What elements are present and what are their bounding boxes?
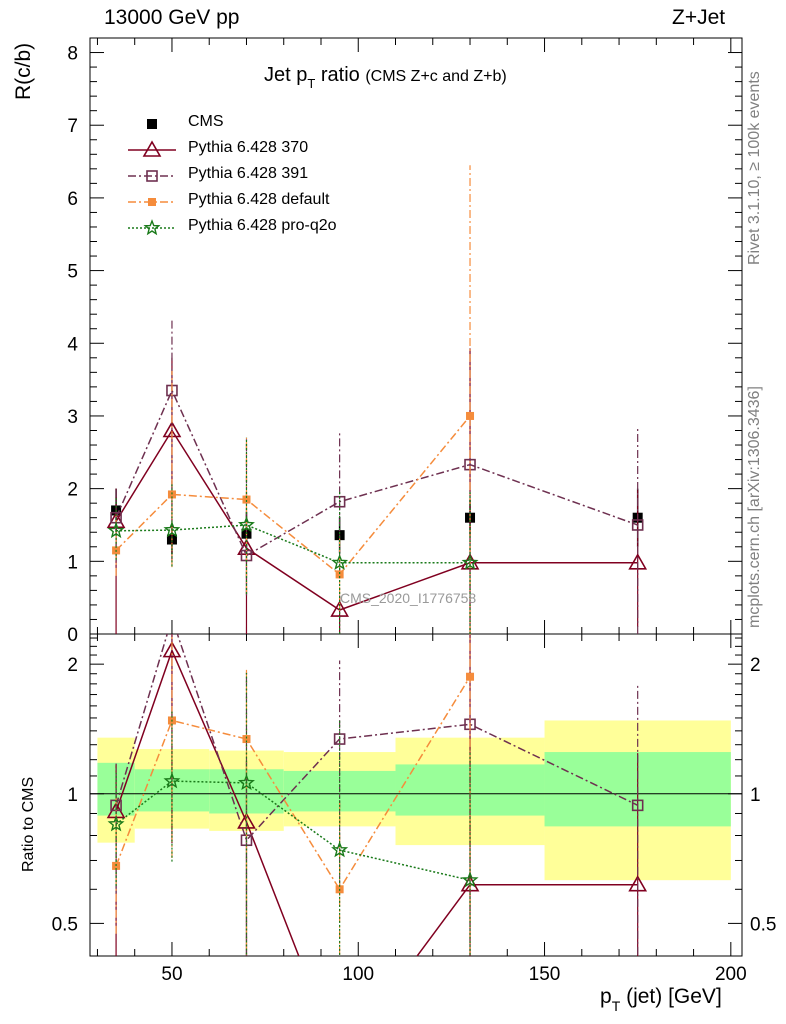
series-1-point bbox=[631, 519, 644, 531]
series-2-ratio-line bbox=[115, 676, 471, 891]
y-tick-label-top: 8 bbox=[67, 44, 78, 65]
series-2-ratio-point bbox=[466, 672, 475, 681]
series-3-point bbox=[237, 516, 255, 533]
series-3-ratio-point bbox=[331, 841, 349, 858]
series-1-ratio-line bbox=[115, 634, 639, 842]
legend-marker-3 bbox=[148, 198, 156, 206]
legend-label-4: Pythia 6.428 pro-q2o bbox=[188, 217, 337, 234]
title-sub: T bbox=[307, 76, 316, 91]
legend-marker-4 bbox=[143, 219, 161, 236]
xlabel-main: p bbox=[600, 985, 612, 1008]
xlabel-sub: T bbox=[611, 998, 621, 1014]
watermark: CMS_2020_I1776758 bbox=[340, 590, 477, 606]
y-tick-label-bottom: 2 bbox=[67, 655, 78, 676]
y-tick-label-bottom: 1 bbox=[67, 785, 78, 806]
series-3-point bbox=[331, 553, 349, 570]
x-tick-label: 200 bbox=[715, 964, 747, 985]
rivet-label: Rivet 3.1.10, ≥ 100k events bbox=[746, 71, 763, 265]
title-rest: ratio bbox=[315, 64, 366, 86]
y-axis-label-top: R(c/b) bbox=[12, 42, 35, 100]
series-3-ratio-point bbox=[163, 772, 181, 789]
y-tick-label-bottom-right: 2 bbox=[750, 655, 761, 676]
y-tick-label-top: 1 bbox=[67, 552, 78, 573]
series-3-ratio-point bbox=[237, 773, 255, 791]
axis-ticks: 50 100 150 200 0 1 2 3 4 5 6 7 8 0.5 0.5 1 1 2 2 bbox=[52, 38, 776, 985]
series-1-ratio-point bbox=[631, 799, 644, 812]
series-2-line bbox=[115, 415, 471, 576]
ratio-plot-frame bbox=[89, 633, 743, 957]
series-3-ratio-point bbox=[461, 871, 479, 888]
series-2-ratio-point bbox=[242, 735, 251, 744]
x-axis-label: pT (jet) [GeV] bbox=[600, 985, 722, 1014]
ratio-series bbox=[106, 634, 648, 956]
y-tick-label-top: 7 bbox=[67, 116, 78, 137]
y-tick-label-top: 4 bbox=[67, 334, 78, 355]
series-3-line bbox=[116, 524, 470, 564]
legend-label-0: CMS bbox=[188, 113, 224, 130]
legend-label-2: Pythia 6.428 391 bbox=[188, 165, 309, 182]
y-tick-label-top: 3 bbox=[67, 407, 78, 428]
legend bbox=[128, 119, 176, 236]
legend-marker-2 bbox=[146, 170, 158, 182]
title-main: Jet p bbox=[264, 64, 308, 86]
series-3-point bbox=[163, 521, 181, 538]
plot-title: Jet pT ratio (CMS Z+c and Z+b) bbox=[264, 64, 507, 91]
y-tick-label-top: 5 bbox=[67, 262, 78, 283]
series-3-point bbox=[461, 553, 479, 570]
xlabel-rest: (jet) [GeV] bbox=[620, 985, 722, 1008]
x-tick-label: 50 bbox=[161, 964, 182, 985]
series-3-ratio-point bbox=[107, 815, 125, 832]
title-small: (CMS Z+c and Z+b) bbox=[365, 68, 507, 85]
y-tick-label-top: 6 bbox=[67, 189, 78, 210]
mcplots-label: mcplots.cern.ch [arXiv:1306.3436] bbox=[746, 386, 763, 628]
header-right: Z+Jet bbox=[672, 6, 726, 29]
header-left: 13000 GeV pp bbox=[104, 6, 240, 29]
series-0-line bbox=[115, 429, 638, 611]
series-3-point bbox=[107, 521, 125, 539]
y-tick-label-top: 2 bbox=[67, 480, 78, 501]
series-2-point bbox=[335, 570, 344, 579]
y-tick-label-bottom: 0.5 bbox=[52, 914, 78, 935]
legend-label-1: Pythia 6.428 370 bbox=[188, 139, 309, 156]
x-tick-label: 100 bbox=[342, 964, 374, 985]
legend-marker-1 bbox=[142, 140, 162, 157]
series-0-ratio-point bbox=[162, 641, 182, 658]
series-2-point bbox=[466, 411, 475, 420]
top-series bbox=[106, 165, 648, 634]
y-axis-label-bottom: Ratio to CMS bbox=[20, 776, 37, 872]
legend-label-3: Pythia 6.428 default bbox=[188, 191, 330, 208]
series-1-line bbox=[115, 388, 638, 557]
series-2-point bbox=[242, 495, 251, 504]
series-3-ratio-line bbox=[115, 780, 471, 881]
legend-marker-0 bbox=[147, 119, 157, 129]
x-tick-label: 150 bbox=[529, 964, 561, 985]
y-tick-label-bottom-right: 0.5 bbox=[750, 914, 776, 935]
series-0-ratio-line bbox=[115, 648, 638, 956]
series-2-point bbox=[167, 490, 176, 499]
bottom-frame-rect bbox=[89, 633, 743, 957]
y-tick-label-bottom-right: 1 bbox=[750, 785, 761, 806]
y-tick-label-top: 0 bbox=[67, 625, 78, 646]
